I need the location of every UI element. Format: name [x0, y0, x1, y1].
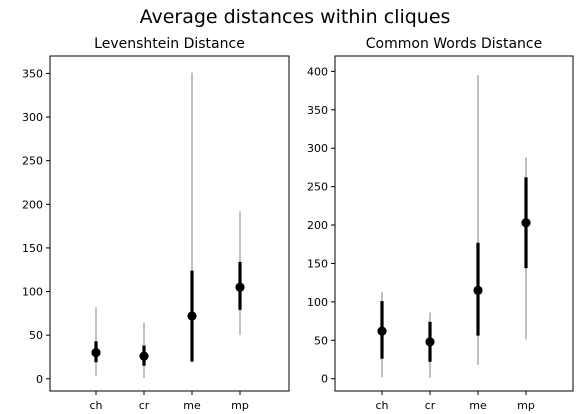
x-tick-label: ch — [89, 399, 102, 412]
panel-title: Common Words Distance — [366, 36, 542, 52]
x-tick-label: me — [469, 399, 487, 412]
y-tick-label: 150 — [22, 242, 43, 255]
y-tick-label: 300 — [22, 111, 43, 124]
axes-frame — [49, 55, 290, 392]
chart-panel: Levenshtein Distance 0 50 100 150 200 250 300 35… — [22, 36, 290, 412]
y-tick-label: 400 — [307, 65, 328, 78]
x-tick-label: ch — [375, 399, 388, 412]
y-tick-label: 100 — [22, 286, 43, 299]
mean-marker — [187, 311, 197, 321]
x-tick-label: mp — [517, 399, 535, 412]
x-tick-label: cr — [425, 399, 436, 412]
y-tick-label: 200 — [307, 219, 328, 232]
mean-marker — [521, 218, 531, 228]
y-tick-label: 200 — [22, 198, 43, 211]
y-tick-label: 250 — [307, 181, 328, 194]
y-tick-label: 50 — [29, 329, 43, 342]
y-tick-label: 50 — [314, 334, 328, 347]
y-tick-label: 350 — [307, 104, 328, 117]
y-tick-label: 300 — [307, 142, 328, 155]
mean-marker — [377, 326, 387, 336]
x-tick-label: mp — [231, 399, 249, 412]
chart-panel: Common Words Distance 0 50 100 150 200 250 300 3… — [307, 36, 574, 412]
x-tick-label: me — [183, 399, 201, 412]
mean-marker — [235, 282, 245, 292]
mean-marker — [425, 337, 435, 347]
y-tick-label: 150 — [307, 257, 328, 270]
y-tick-label: 250 — [22, 155, 43, 168]
y-tick-label: 100 — [307, 296, 328, 309]
mean-marker — [91, 348, 101, 358]
panels: Levenshtein Distance 0 50 100 150 200 250 300 35… — [22, 36, 574, 412]
y-tick-label: 350 — [22, 67, 43, 80]
y-tick-label: 0 — [36, 373, 43, 386]
x-tick-label: cr — [139, 399, 150, 412]
panel-title: Levenshtein Distance — [94, 36, 245, 52]
axes-frame — [334, 55, 574, 392]
mean-marker — [473, 285, 483, 295]
mean-marker — [139, 351, 149, 361]
y-tick-label: 0 — [321, 373, 328, 386]
figure-title: Average distances within cliques — [140, 6, 451, 28]
